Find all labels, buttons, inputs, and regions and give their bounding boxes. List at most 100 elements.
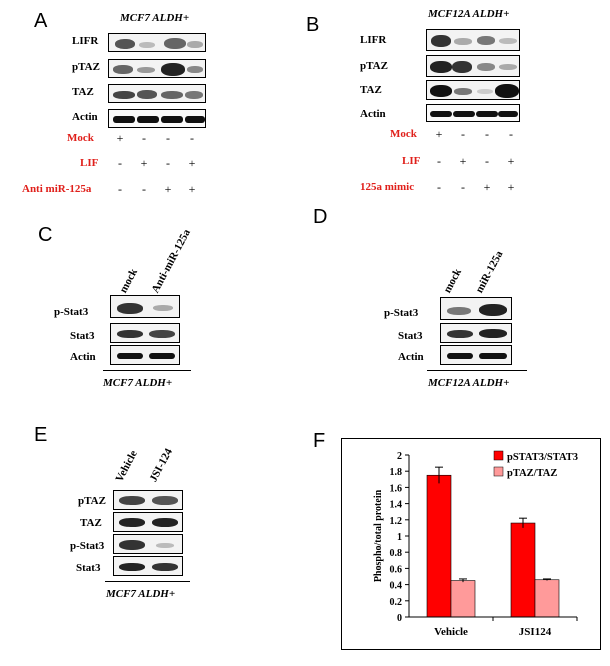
panel-b-letter: B <box>306 14 320 36</box>
panel-a-row-label: pTAZ <box>72 61 100 73</box>
panel-e-underline <box>105 581 190 582</box>
sign: - <box>118 156 122 170</box>
panel-d-lane-label: mock <box>441 266 465 295</box>
panel-d-underline <box>427 370 527 371</box>
y-tick-label: 0.8 <box>390 548 403 559</box>
sign: - <box>190 131 194 145</box>
blot-e-pstat3 <box>113 534 183 554</box>
panel-f-letter: F <box>313 430 326 452</box>
sign: + <box>188 156 196 170</box>
panel-c-lane-label: Anti-miR-125a <box>149 227 193 295</box>
panel-d-caption: MCF12A ALDH+ <box>428 377 510 389</box>
panel-e-row-label: Stat3 <box>76 562 101 574</box>
y-tick-label: 0.6 <box>390 564 403 575</box>
blot-a-ptaz <box>108 59 206 78</box>
panel-b-row-label: Actin <box>360 108 386 120</box>
panel-b-title: MCF12A ALDH+ <box>428 8 510 20</box>
bar <box>426 474 452 618</box>
sign: - <box>485 154 489 168</box>
y-tick-label: 0 <box>397 613 402 624</box>
y-tick-label: 1.6 <box>390 483 403 494</box>
blot-c-pstat3 <box>110 295 180 318</box>
sign: - <box>461 180 465 194</box>
legend-label: pTAZ/TAZ <box>507 468 557 479</box>
bar <box>534 579 560 618</box>
panel-c-caption: MCF7 ALDH+ <box>103 377 173 389</box>
y-tick-label: 1.4 <box>390 500 403 511</box>
blot-e-stat3 <box>113 556 183 576</box>
x-tick-label: JSI124 <box>519 626 552 638</box>
blot-b-actin <box>426 104 520 122</box>
panel-d-lane-label: miR-125a <box>473 248 506 295</box>
panel-a-title: MCF7 ALDH+ <box>120 12 190 24</box>
panel-d-row-label: Stat3 <box>398 330 423 342</box>
panel-a-row-label: LIFR <box>72 35 99 47</box>
legend-label: pSTAT3/STAT3 <box>507 452 578 463</box>
blot-e-ptaz <box>113 490 183 510</box>
sign: - <box>142 131 146 145</box>
panel-a-cond-label: LIF <box>80 157 99 169</box>
y-tick-label: 0.4 <box>390 581 403 592</box>
panel-e-row-label: TAZ <box>80 517 102 529</box>
panel-d-row-label: p-Stat3 <box>384 307 419 319</box>
bar <box>450 580 476 618</box>
phospho-bar-chart: 0 0.2 0.4 0.6 0.8 1 1.2 1.4 1.6 1.8 2 Vehicle JSI12… <box>341 438 601 650</box>
sign: - <box>142 182 146 196</box>
y-tick-label: 1 <box>397 532 402 543</box>
sign: - <box>437 154 441 168</box>
sign: + <box>507 154 515 168</box>
panel-c-row-label: Stat3 <box>70 330 95 342</box>
sign: + <box>459 154 467 168</box>
blot-e-taz <box>113 512 183 532</box>
blot-b-ptaz <box>426 55 520 77</box>
panel-c-row-label: p-Stat3 <box>54 306 89 318</box>
blot-c-actin <box>110 345 180 365</box>
sign: + <box>140 156 148 170</box>
panel-e-letter: E <box>34 424 48 446</box>
sign: - <box>166 156 170 170</box>
panel-a-cond-label: Anti miR-125a <box>22 183 92 195</box>
blot-b-taz <box>426 80 520 100</box>
panel-b-row-label: LIFR <box>360 34 387 46</box>
panel-d-letter: D <box>313 206 328 228</box>
y-tick-label: 2 <box>397 451 402 462</box>
y-tick-label: 0.2 <box>390 597 403 608</box>
y-axis-label: Phospho/total protein <box>373 489 384 582</box>
panel-b-cond-label: Mock <box>390 128 417 140</box>
panel-a-cond-label: Mock <box>67 132 94 144</box>
panel-a-row-label: TAZ <box>72 86 94 98</box>
panel-c-row-label: Actin <box>70 351 96 363</box>
sign: + <box>164 182 172 196</box>
panel-e-lane-label: Vehicle <box>113 448 140 484</box>
sign: - <box>509 127 513 141</box>
y-tick-label: 1.2 <box>390 516 403 527</box>
panel-e-lane-label: JSI-124 <box>147 446 175 484</box>
panel-b-cond-label: LIF <box>402 155 421 167</box>
sign: + <box>188 182 196 196</box>
blot-d-stat3 <box>440 323 512 343</box>
sign: + <box>507 180 515 194</box>
blot-d-actin <box>440 345 512 365</box>
sign: + <box>435 127 443 141</box>
legend-swatch <box>493 466 504 477</box>
panel-c-underline <box>103 370 191 371</box>
sign: - <box>118 182 122 196</box>
x-tick-label: Vehicle <box>434 626 468 638</box>
blot-a-actin <box>108 109 206 128</box>
sign: + <box>116 131 124 145</box>
blot-a-taz <box>108 84 206 103</box>
panel-e-row-label: p-Stat3 <box>70 540 105 552</box>
panel-c-letter: C <box>38 224 53 246</box>
panel-e-caption: MCF7 ALDH+ <box>106 588 176 600</box>
blot-a-lifr <box>108 33 206 52</box>
blot-c-stat3 <box>110 323 180 343</box>
blot-d-pstat3 <box>440 297 512 320</box>
bar <box>510 522 536 618</box>
sign: - <box>437 180 441 194</box>
panel-d-row-label: Actin <box>398 351 424 363</box>
panel-a-row-label: Actin <box>72 111 98 123</box>
panel-b-row-label: pTAZ <box>360 60 388 72</box>
panel-e-row-label: pTAZ <box>78 495 106 507</box>
panel-b-row-label: TAZ <box>360 84 382 96</box>
legend-swatch <box>493 450 504 461</box>
